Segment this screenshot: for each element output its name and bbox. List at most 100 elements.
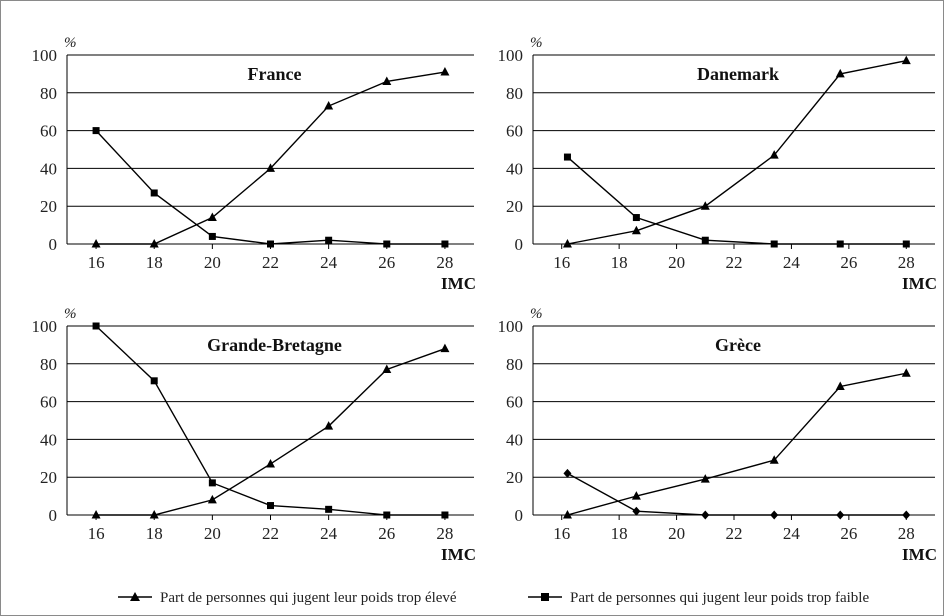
france-x-axis-label: IMC bbox=[441, 274, 476, 293]
danemark-y-tick-label: 40 bbox=[506, 159, 523, 178]
danemark-series-low-point bbox=[632, 214, 640, 222]
france-x-tick-label: 26 bbox=[378, 253, 395, 272]
danemark-series-low-point bbox=[836, 240, 844, 248]
grece-series-high-point bbox=[631, 491, 641, 500]
chart-panel-danemark: 0 20 40 60 80 100 16 18 20 22 24 26 28% IMC Danemark bbox=[498, 35, 938, 293]
danemark-x-tick-label: 28 bbox=[898, 253, 915, 272]
danemark-x-axis-label: IMC bbox=[902, 274, 937, 293]
grece-x-tick-label: 20 bbox=[668, 524, 685, 543]
france-y-axis-label: % bbox=[64, 35, 77, 51]
france-x-tick-label: 22 bbox=[262, 253, 279, 272]
danemark-series-high-point bbox=[700, 201, 710, 210]
chart-panel-grece: 0 20 40 60 80 100 16 18 20 22 24 26 28% IMC Grèce bbox=[498, 306, 938, 564]
grande-bretagne-x-tick-label: 22 bbox=[262, 524, 279, 543]
grande-bretagne-y-tick-label: 80 bbox=[40, 355, 57, 374]
france-series-high-point bbox=[382, 76, 392, 85]
grece-series-low-point bbox=[836, 510, 845, 520]
france-series-high-point bbox=[440, 67, 450, 76]
grece-series-high-point bbox=[562, 510, 572, 519]
france-series-high-point bbox=[207, 212, 217, 222]
france-y-tick-label: 20 bbox=[40, 197, 57, 216]
france-series-low-point bbox=[150, 189, 158, 197]
grande-bretagne-x-axis-label: IMC bbox=[441, 545, 476, 564]
grece-x-tick-label: 16 bbox=[553, 524, 570, 543]
danemark-series-low-point bbox=[563, 153, 571, 161]
grece-series-low-line bbox=[567, 472, 907, 516]
danemark-x-tick-label: 16 bbox=[553, 253, 570, 272]
chart-panel-france: 0 20 40 60 80 100 16 18 20 22 24 26 28% IMC France bbox=[32, 35, 477, 293]
france-series-low-point bbox=[325, 236, 333, 244]
danemark-series-high-point bbox=[769, 150, 779, 159]
grece-y-tick-label: 60 bbox=[506, 393, 523, 412]
france-title-background bbox=[237, 60, 312, 87]
grece-series-low-point bbox=[701, 510, 710, 520]
france-series-low-point bbox=[208, 232, 216, 240]
france-y-tick-label: 80 bbox=[40, 84, 57, 103]
grande-bretagne-series-high-point bbox=[207, 494, 217, 504]
danemark-series-high-point bbox=[901, 55, 911, 65]
grande-bretagne-y-tick-label: 40 bbox=[40, 430, 57, 449]
france-y-tick-label: 100 bbox=[32, 46, 58, 65]
france-y-tick-label: 40 bbox=[40, 159, 57, 178]
grande-bretagne-y-tick-label: 60 bbox=[40, 393, 57, 412]
danemark-x-tick-label: 20 bbox=[668, 253, 685, 272]
grande-bretagne-series-high-point bbox=[266, 458, 275, 468]
danemark-title-background bbox=[687, 60, 789, 87]
danemark-series-low-point bbox=[902, 240, 910, 248]
grece-series-high-point bbox=[769, 455, 779, 464]
france-series-high-point bbox=[149, 239, 159, 248]
grece-series-low-point bbox=[902, 510, 911, 520]
france-x-tick-label: 18 bbox=[146, 253, 163, 272]
legend-low-marker bbox=[541, 593, 549, 601]
grande-bretagne-x-tick-label: 16 bbox=[88, 524, 105, 543]
grande-bretagne-x-tick-label: 18 bbox=[146, 524, 163, 543]
danemark-series-low-line bbox=[566, 156, 907, 245]
chart-panel-grande-bretagne: 0 20 40 60 80 100 16 18 20 22 24 26 28% IMC Grande-Bre… bbox=[32, 306, 477, 564]
grece-series-high-line bbox=[567, 372, 907, 516]
france-y-tick-label: 0 bbox=[49, 235, 58, 254]
danemark-y-tick-label: 60 bbox=[506, 122, 523, 141]
grande-bretagne-x-tick-label: 28 bbox=[436, 524, 453, 543]
grande-bretagne-series-high-point bbox=[91, 510, 101, 519]
grece-title: Grèce bbox=[715, 335, 761, 355]
france-series-high-point bbox=[91, 239, 101, 248]
france-series-low-point bbox=[441, 240, 449, 248]
grece-x-axis-label: IMC bbox=[902, 545, 937, 564]
grande-bretagne-y-axis-label: % bbox=[64, 306, 77, 322]
legend-high-marker bbox=[130, 592, 140, 601]
danemark-y-axis-label: % bbox=[530, 35, 543, 51]
grande-bretagne-x-tick-label: 20 bbox=[204, 524, 221, 543]
danemark-y-tick-label: 20 bbox=[506, 197, 523, 216]
france-x-tick-label: 24 bbox=[320, 253, 338, 272]
danemark-series-low-point bbox=[701, 236, 709, 244]
danemark-series-low-point bbox=[770, 240, 778, 248]
grande-bretagne-series-high-point bbox=[440, 343, 450, 353]
france-series-low-point bbox=[267, 240, 274, 248]
grece-series-low-point bbox=[563, 468, 572, 478]
grece-series-low-point bbox=[770, 510, 779, 520]
grande-bretagne-series-low-point bbox=[150, 377, 158, 385]
grece-x-tick-label: 26 bbox=[840, 524, 857, 543]
grece-series-high-point bbox=[901, 368, 911, 377]
france-x-tick-label: 20 bbox=[204, 253, 221, 272]
danemark-x-tick-label: 22 bbox=[726, 253, 743, 272]
grande-bretagne-x-tick-label: 26 bbox=[378, 524, 395, 543]
legend-item-high: Part de personnes qui jugent leur poids … bbox=[118, 590, 457, 606]
grece-y-axis-label: % bbox=[530, 306, 543, 322]
legend-high-label: Part de personnes qui jugent leur poids … bbox=[160, 590, 457, 606]
grande-bretagne-series-low-point bbox=[325, 505, 333, 513]
danemark-series-high-point bbox=[835, 68, 845, 78]
france-series-high-point bbox=[266, 163, 275, 172]
danemark-x-tick-label: 26 bbox=[840, 253, 857, 272]
france-y-tick-label: 60 bbox=[40, 122, 57, 141]
danemark-x-tick-label: 24 bbox=[783, 253, 801, 272]
grande-bretagne-series-high-line bbox=[96, 348, 446, 516]
grece-y-tick-label: 0 bbox=[515, 506, 524, 525]
france-series-low-point bbox=[383, 240, 391, 248]
grece-y-tick-label: 80 bbox=[506, 355, 523, 374]
danemark-series-high-point bbox=[631, 225, 641, 235]
grande-bretagne-series-low-point bbox=[92, 322, 100, 330]
grece-x-tick-label: 22 bbox=[726, 524, 743, 543]
grande-bretagne-series-high-point bbox=[149, 510, 159, 519]
